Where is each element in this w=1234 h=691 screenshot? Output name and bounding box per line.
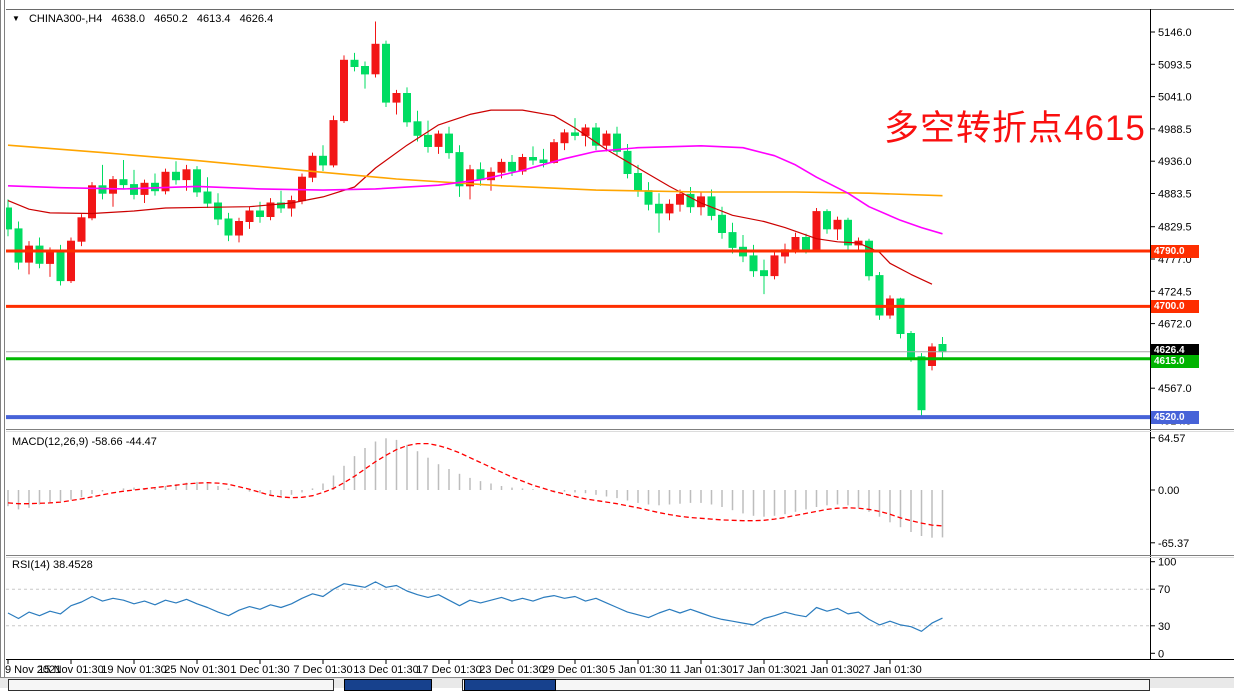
symbol-info-bar: ▼ CHINA300-,H4 4638.0 4650.2 4613.4 4626…	[12, 13, 279, 25]
svg-text:64.57: 64.57	[1158, 433, 1186, 445]
svg-text:4936.0: 4936.0	[1158, 156, 1192, 168]
window-fragment-right[interactable]	[462, 679, 1150, 691]
svg-text:7 Dec 01:30: 7 Dec 01:30	[293, 664, 352, 676]
macd-panel[interactable]	[8, 438, 943, 537]
price-badge-4790.0: 4790.0	[1151, 245, 1199, 258]
price-badge-4520.0: 4520.0	[1151, 411, 1199, 424]
rsi-panel[interactable]	[6, 582, 1150, 631]
window-fragment-navy2[interactable]	[464, 679, 556, 691]
svg-text:4567.0: 4567.0	[1158, 383, 1192, 395]
svg-text:17 Jan 01:30: 17 Jan 01:30	[732, 664, 796, 676]
svg-text:30: 30	[1158, 621, 1170, 633]
svg-text:4672.0: 4672.0	[1158, 319, 1192, 331]
ohlc-low: 4613.4	[197, 13, 231, 25]
price-badge-4615.0: 4615.0	[1151, 355, 1199, 368]
macd-label: MACD(12,26,9) -58.66 -44.47	[12, 436, 157, 448]
svg-text:19 Nov 01:30: 19 Nov 01:30	[101, 664, 166, 676]
svg-text:5 Jan 01:30: 5 Jan 01:30	[609, 664, 667, 676]
ohlc-close: 4626.4	[240, 13, 274, 25]
symbol-dropdown-icon[interactable]: ▼	[12, 14, 20, 23]
svg-text:27 Jan 01:30: 27 Jan 01:30	[858, 664, 922, 676]
svg-text:70: 70	[1158, 584, 1170, 596]
svg-text:0: 0	[1158, 648, 1164, 660]
svg-text:4829.5: 4829.5	[1158, 222, 1192, 234]
svg-text:-65.37: -65.37	[1158, 538, 1189, 550]
svg-text:21 Jan 01:30: 21 Jan 01:30	[795, 664, 859, 676]
taskbar-strip	[0, 677, 1234, 688]
svg-text:29 Dec 01:30: 29 Dec 01:30	[542, 664, 607, 676]
main-price-panel[interactable]	[5, 22, 1151, 418]
svg-text:11 Jan 01:30: 11 Jan 01:30	[670, 664, 733, 676]
price-badge-4700.0: 4700.0	[1151, 300, 1199, 313]
macd-axis[interactable]: 64.57 0.00 -65.37	[1150, 433, 1189, 550]
svg-text:0.00: 0.00	[1158, 485, 1179, 497]
svg-text:5093.5: 5093.5	[1158, 59, 1192, 71]
rsi-label: RSI(14) 38.4528	[12, 559, 93, 571]
svg-text:4883.5: 4883.5	[1158, 188, 1192, 200]
symbol-name: CHINA300-,H4	[29, 13, 102, 25]
svg-text:15 Nov 01:30: 15 Nov 01:30	[38, 664, 103, 676]
ohlc-high: 4650.2	[154, 13, 188, 25]
svg-text:17 Dec 01:30: 17 Dec 01:30	[416, 664, 481, 676]
rsi-axis[interactable]: 100 70 30 0	[1150, 557, 1176, 661]
svg-text:5041.0: 5041.0	[1158, 92, 1192, 104]
svg-text:5146.0: 5146.0	[1158, 27, 1192, 39]
svg-text:23 Dec 01:30: 23 Dec 01:30	[479, 664, 544, 676]
svg-text:4724.5: 4724.5	[1158, 286, 1192, 298]
window-fragment-navy[interactable]	[344, 679, 432, 691]
window-fragment-left[interactable]	[8, 679, 334, 691]
chart-annotation-text[interactable]: 多空转折点4615	[884, 100, 1146, 151]
svg-text:13 Dec 01:30: 13 Dec 01:30	[353, 664, 418, 676]
svg-text:4988.5: 4988.5	[1158, 124, 1192, 136]
svg-text:1 Dec 01:30: 1 Dec 01:30	[230, 664, 289, 676]
svg-text:25 Nov 01:30: 25 Nov 01:30	[164, 664, 229, 676]
ohlc-open: 4638.0	[111, 13, 145, 25]
svg-text:100: 100	[1158, 557, 1176, 569]
